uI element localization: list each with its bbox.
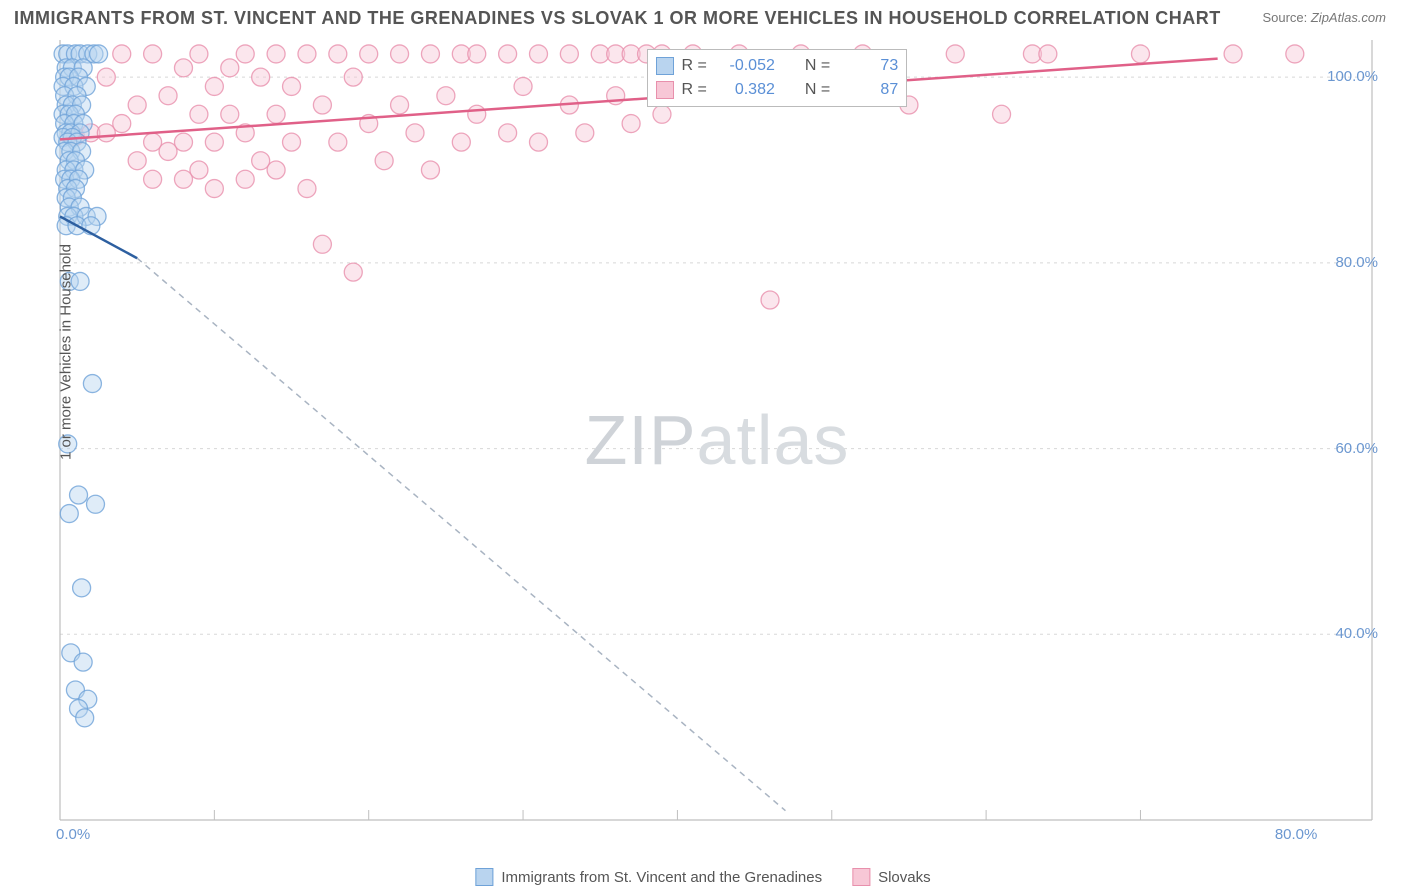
- swatch-series1-icon: [656, 57, 674, 75]
- legend-label-series1: Immigrants from St. Vincent and the Gren…: [501, 869, 822, 886]
- n-value-series1: 73: [838, 54, 898, 78]
- stats-row-series1: R = -0.052 N = 73: [656, 54, 899, 78]
- source-label: Source:: [1262, 10, 1310, 25]
- source-value: ZipAtlas.com: [1311, 10, 1386, 25]
- r-value-series1: -0.052: [715, 54, 775, 78]
- x-tick-label: 0.0%: [56, 826, 90, 843]
- scatter-plot: [52, 40, 1382, 840]
- n-label: N =: [805, 78, 830, 102]
- y-tick-label: 80.0%: [1335, 254, 1378, 271]
- legend-item-series2: Slovaks: [852, 868, 931, 886]
- legend-label-series2: Slovaks: [878, 869, 931, 886]
- n-value-series2: 87: [838, 78, 898, 102]
- swatch-series1-icon: [475, 868, 493, 886]
- swatch-series2-icon: [852, 868, 870, 886]
- chart-area: 1 or more Vehicles in Household ZIPatlas…: [52, 40, 1382, 840]
- legend: Immigrants from St. Vincent and the Gren…: [475, 868, 930, 886]
- r-value-series2: 0.382: [715, 78, 775, 102]
- correlation-stats-box: R = -0.052 N = 73 R = 0.382 N = 87: [647, 49, 908, 107]
- y-tick-label: 100.0%: [1327, 68, 1378, 85]
- r-label: R =: [682, 78, 707, 102]
- y-axis-label: 1 or more Vehicles in Household: [58, 244, 75, 460]
- y-tick-label: 40.0%: [1335, 625, 1378, 642]
- source-attribution: Source: ZipAtlas.com: [1262, 10, 1386, 25]
- swatch-series2-icon: [656, 81, 674, 99]
- chart-title: IMMIGRANTS FROM ST. VINCENT AND THE GREN…: [14, 8, 1221, 29]
- stats-row-series2: R = 0.382 N = 87: [656, 78, 899, 102]
- y-tick-label: 60.0%: [1335, 440, 1378, 457]
- legend-item-series1: Immigrants from St. Vincent and the Gren…: [475, 868, 822, 886]
- x-tick-label: 80.0%: [1275, 826, 1318, 843]
- n-label: N =: [805, 54, 830, 78]
- r-label: R =: [682, 54, 707, 78]
